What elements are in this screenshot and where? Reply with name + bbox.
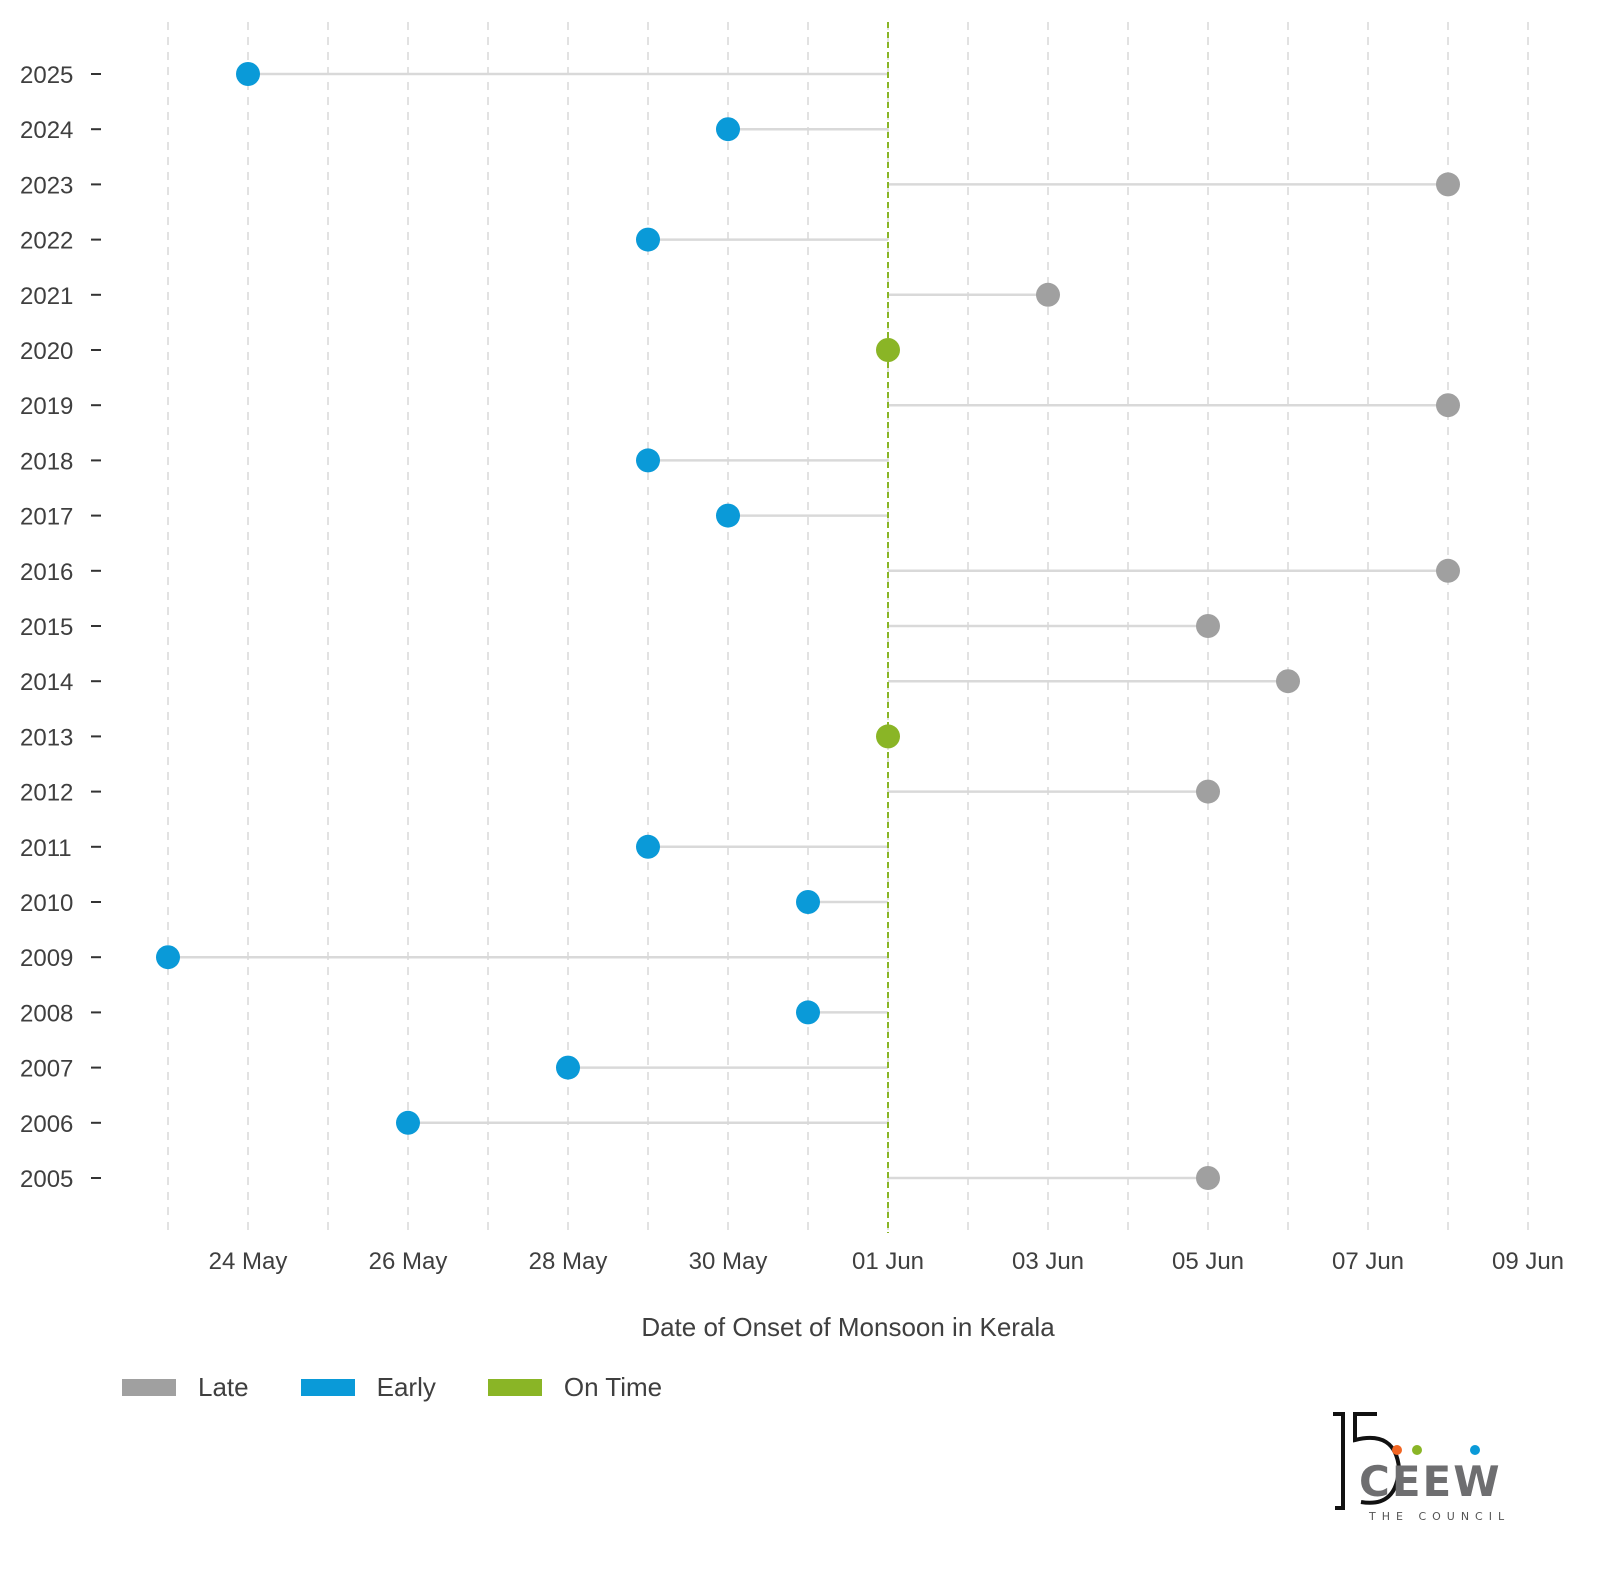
onset-point-2016 [1436, 558, 1460, 583]
y-tick-label: 2013 [20, 724, 73, 751]
onset-point-2015 [1196, 614, 1220, 638]
y-tick-label: 2015 [20, 614, 73, 641]
onset-point-2012 [1196, 779, 1220, 804]
x-axis: 24 May 26 May 28 May 30 May 01 Jun 03 Jun 05 J… [209, 1248, 1564, 1275]
logo-wordmark: CEEW [1359, 1457, 1502, 1506]
onset-point-2006 [396, 1110, 420, 1135]
y-tick-label: 2007 [20, 1056, 73, 1083]
legend-label-early: Early [376, 1372, 436, 1402]
x-tick-label: 30 May [689, 1248, 768, 1275]
onset-point-2018 [636, 448, 660, 473]
monsoon-onset-chart: 2025 2024 2023 2022 2021 2020 2019 2018 2017 2016… [20, 22, 1564, 1340]
legend-label-on-time: On Time [563, 1372, 663, 1402]
y-tick-label: 2008 [20, 1000, 73, 1027]
x-tick-label: 03 Jun [1012, 1248, 1084, 1275]
x-tick-label: 01 Jun [852, 1248, 924, 1275]
legend-swatch-on-time [487, 1379, 542, 1396]
onset-point-2010 [796, 890, 820, 914]
y-tick-label: 2020 [20, 338, 73, 365]
legend-label-late: Late [198, 1372, 249, 1402]
y-tick-label: 2024 [20, 117, 73, 144]
x-tick-label: 07 Jun [1332, 1248, 1404, 1275]
y-tick-label: 2025 [20, 62, 73, 89]
x-tick-label: 24 May [209, 1248, 288, 1275]
x-tick-label: 09 Jun [1492, 1248, 1564, 1275]
vertical-gridlines [167, 22, 1529, 1233]
x-tick-label: 28 May [529, 1248, 608, 1275]
onset-point-2008 [796, 1000, 820, 1025]
onset-point-2024 [716, 117, 740, 142]
y-tick-label: 2006 [20, 1111, 73, 1138]
legend-swatch-early [300, 1379, 355, 1396]
y-tick-label: 2016 [20, 559, 73, 586]
logo-tagline: THE COUNCIL [1368, 1510, 1510, 1523]
onset-point-2020 [876, 338, 900, 362]
y-tick-label: 2009 [20, 945, 73, 972]
y-tick-label: 2017 [20, 504, 73, 531]
legend-item-late: Late [122, 1372, 249, 1403]
x-tick-label: 26 May [369, 1248, 448, 1275]
onset-point-2013 [876, 724, 900, 749]
y-tick-label: 2011 [20, 835, 72, 862]
legend: Late Early On Time [122, 1372, 714, 1403]
y-tick-label: 2010 [20, 890, 73, 917]
y-tick-label: 2018 [20, 448, 73, 475]
y-tick-label: 2014 [20, 669, 73, 696]
y-axis: 2025 2024 2023 2022 2021 2020 2019 2018 2017 2016… [20, 62, 101, 1193]
y-tick-label: 2019 [20, 393, 73, 420]
onset-point-2019 [1436, 393, 1460, 418]
onset-point-2014 [1276, 669, 1300, 694]
y-tick-label: 2021 [20, 283, 73, 310]
y-tick-label: 2005 [20, 1166, 73, 1193]
onset-point-2017 [716, 503, 740, 528]
y-tick-label: 2022 [20, 228, 73, 255]
legend-item-on-time: On Time [487, 1372, 663, 1403]
onset-points [156, 62, 1460, 1190]
connector-lines [168, 72, 1448, 1180]
legend-swatch-late [122, 1379, 176, 1396]
onset-point-2023 [1436, 172, 1460, 197]
onset-point-2025 [236, 62, 260, 86]
ceew-logo: CEEW THE COUNCIL [1333, 1412, 1510, 1523]
onset-point-2011 [636, 834, 660, 859]
y-tick-label: 2012 [20, 780, 73, 807]
x-axis-title: Date of Onset of Monsoon in Kerala [641, 1312, 1055, 1340]
onset-point-2007 [556, 1055, 580, 1080]
onset-point-2021 [1036, 282, 1060, 307]
onset-point-2005 [1196, 1166, 1220, 1190]
legend-item-early: Early [300, 1372, 436, 1403]
onset-point-2009 [156, 945, 180, 970]
x-tick-label: 05 Jun [1172, 1248, 1244, 1275]
onset-point-2022 [636, 227, 660, 252]
y-tick-label: 2023 [20, 172, 73, 199]
